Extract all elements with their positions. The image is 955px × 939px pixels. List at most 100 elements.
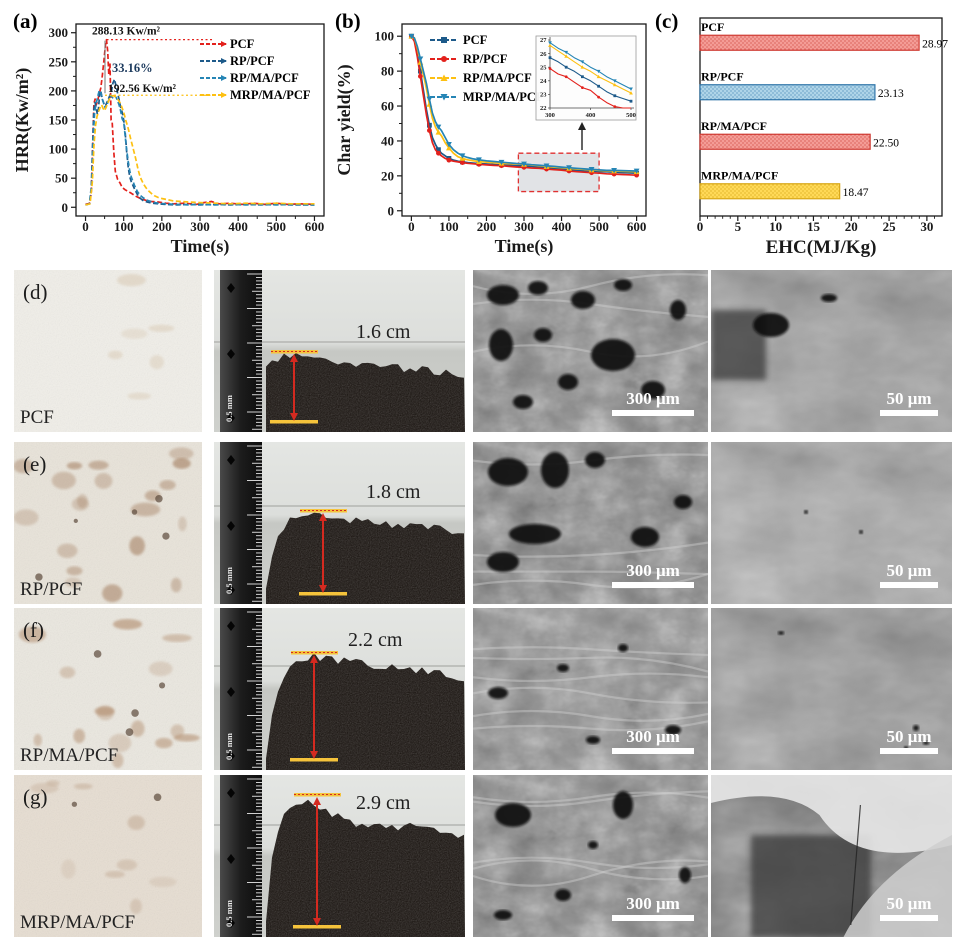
foam-photo-svg: (d) PCF — [14, 270, 202, 432]
ruler: 0.5 mm — [220, 775, 262, 939]
series-RP-MA-PCF — [85, 89, 315, 206]
legend: PCF RP/PCF RP/MA/PCF MRP/MA/PCF — [200, 37, 311, 102]
bar — [699, 34, 920, 51]
svg-text:60: 60 — [381, 99, 394, 114]
height-measurement: 2.2 cm — [290, 629, 403, 762]
ruler: 0.5 mm — [220, 442, 262, 606]
foam-photo: (g) MRP/MA/PCF — [14, 775, 202, 937]
legend: PCF RP/PCF RP/MA/PCF MRP/MA/PCF — [430, 33, 544, 104]
ruler: 0.5 mm — [220, 270, 262, 434]
bar-row-RP-PCF: RP/PCF 23.13 — [699, 69, 904, 101]
scale-bar-line — [612, 748, 694, 754]
svg-text:300: 300 — [545, 112, 555, 119]
svg-text:300: 300 — [190, 219, 210, 234]
svg-text:25: 25 — [883, 219, 897, 234]
scale-bar: 300 μm — [612, 561, 694, 588]
ruler-scale-text: 0.5 mm — [224, 567, 234, 594]
foam-photo: (e) RP/PCF — [13, 442, 202, 604]
legend-entry-MRP-MA-PCF: MRP/MA/PCF — [200, 88, 311, 102]
scale-bar: 300 μm — [612, 389, 694, 416]
scale-bar-line — [880, 915, 938, 921]
foam-photo-svg: (f) RP/MA/PCF — [14, 608, 202, 770]
svg-text:250: 250 — [49, 54, 69, 69]
inset-series-PCF — [548, 56, 633, 103]
char-height-label: 2.9 cm — [356, 792, 411, 814]
y-axis-label: HRR(Kw/m²) — [12, 68, 33, 172]
ruler-scale-text: 0.5 mm — [224, 733, 234, 760]
annotation-reduction-pct: 33.16% — [112, 61, 153, 75]
sem-photo-50um: 50 μm — [711, 775, 952, 937]
scale-bar-label: 300 μm — [626, 389, 680, 408]
y-axis-label: Char yield(%) — [334, 64, 355, 175]
scale-bar: 50 μm — [880, 561, 938, 588]
bar-value-label: 28.97 — [922, 38, 948, 50]
x-axis-label: Time(s) — [495, 236, 554, 257]
char-residue-photo: 0.5 mm 1.6 cm — [214, 270, 465, 434]
panel-letter: (e) — [23, 452, 46, 476]
panel-letter: (f) — [23, 618, 44, 642]
scale-bar-label: 50 μm — [886, 389, 931, 408]
char-yield-chart-svg: 0 100 200 300 400 500 600 0 20 40 60 80 100 Time(s) Ch… — [334, 9, 647, 257]
sem-photo-300um-svg: 300 μm — [472, 270, 709, 432]
ehc-bar-chart-svg: 0 5 10 15 20 25 30 EHC(MJ/Kg) (c) PCF 28.97 RP/PCF 2… — [655, 9, 948, 258]
foam-photo-svg: (e) RP/PCF — [13, 442, 202, 604]
bar-category-label: PCF — [701, 20, 724, 34]
x-axis-label: Time(s) — [171, 236, 230, 257]
svg-text:600: 600 — [305, 219, 325, 234]
hrr-chart-svg: 0 100 200 300 400 500 600 0 50 100 150 200 250 300 Tim… — [12, 9, 325, 257]
svg-text:100: 100 — [114, 219, 134, 234]
char-residue-photo-svg: 0.5 mm 2.2 cm — [214, 608, 465, 772]
svg-text:300: 300 — [514, 219, 534, 234]
svg-text:50: 50 — [55, 171, 68, 186]
sem-photo-300um: 300 μm — [472, 775, 709, 937]
scale-bar-line — [612, 915, 694, 921]
svg-text:24: 24 — [540, 78, 547, 85]
legend-entry-PCF: PCF — [430, 33, 488, 47]
foam-photo-svg: (g) MRP/MA/PCF — [14, 775, 202, 937]
height-measurement: 1.8 cm — [299, 481, 421, 596]
sem-photo-50um-svg: 50 μm — [711, 608, 952, 770]
svg-text:22: 22 — [540, 105, 547, 112]
measure-bar-bottom — [270, 420, 318, 424]
ruler: 0.5 mm — [220, 608, 262, 772]
scale-bar-label: 50 μm — [886, 894, 931, 913]
svg-text:0: 0 — [62, 200, 69, 215]
scale-bar-label: 300 μm — [626, 894, 680, 913]
svg-text:200: 200 — [477, 219, 497, 234]
photo-row-PCF: (d) PCF 0.5 mm 1.6 cm 300 μm 50 μm — [0, 270, 955, 434]
panel-letter: (g) — [23, 785, 48, 809]
svg-text:400: 400 — [552, 219, 572, 234]
x-axis: 0 100 200 300 400 500 600 — [82, 216, 324, 234]
sem-photo-50um-svg: 50 μm — [711, 442, 952, 604]
bar — [699, 133, 871, 150]
bar-row-RP-MA-PCF: RP/MA/PCF 22.50 — [699, 119, 899, 150]
svg-text:MRP/MA/PCF: MRP/MA/PCF — [230, 88, 311, 102]
x-axis: 0 5 10 15 20 25 30 — [697, 216, 935, 234]
svg-text:300: 300 — [49, 25, 69, 40]
svg-text:RP/MA/PCF: RP/MA/PCF — [463, 71, 532, 85]
photo-row-RP-MA-PCF: (f) RP/MA/PCF 0.5 mm 2.2 cm 300 μm 50 μm — [0, 608, 955, 772]
scale-bar-label: 50 μm — [886, 727, 931, 746]
sem-photo-300um-svg: 300 μm — [472, 608, 709, 770]
scale-bar-label: 300 μm — [626, 727, 680, 746]
legend-entry-RP-MA-PCF: RP/MA/PCF — [430, 71, 532, 85]
svg-text:500: 500 — [626, 112, 636, 119]
height-measurement: 2.9 cm — [293, 792, 411, 929]
scale-bar-line — [880, 410, 938, 416]
scale-bar: 50 μm — [880, 894, 938, 921]
series-MRP-MA-PCF — [85, 94, 315, 206]
svg-text:40: 40 — [381, 133, 394, 148]
sem-photo-50um: 50 μm — [711, 270, 952, 432]
svg-text:150: 150 — [49, 113, 69, 128]
char-height-label: 1.8 cm — [366, 481, 421, 503]
svg-text:100: 100 — [49, 142, 69, 157]
svg-text:MRP/MA/PCF: MRP/MA/PCF — [463, 90, 544, 104]
svg-text:25: 25 — [540, 64, 547, 71]
bar — [699, 183, 841, 200]
series-MRP-MA-PCF — [408, 33, 640, 174]
sem-photo-300um: 300 μm — [472, 608, 709, 770]
char-residue-photo: 0.5 mm 2.9 cm — [214, 775, 465, 939]
scale-bar: 300 μm — [612, 894, 694, 921]
svg-text:80: 80 — [381, 64, 394, 79]
annotation-peak-pcf: 288.13 Kw/m² — [92, 26, 161, 38]
